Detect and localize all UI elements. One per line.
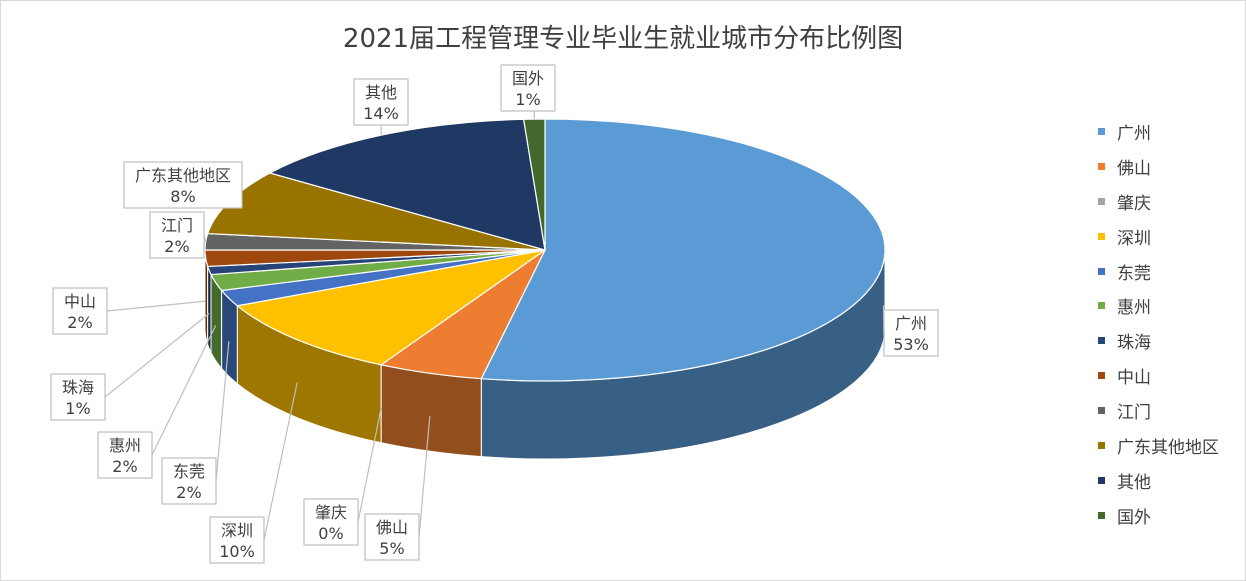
label-percent-江门: 2% xyxy=(164,237,189,256)
legend-swatch xyxy=(1098,127,1105,135)
legend-label: 其他 xyxy=(1117,472,1151,493)
pie-sides xyxy=(204,249,886,460)
slice-广州 xyxy=(480,118,886,382)
legend-label: 佛山 xyxy=(1117,158,1151,179)
legend-swatch xyxy=(1098,162,1105,170)
legend-swatch xyxy=(1098,232,1105,240)
legend-label: 肇庆 xyxy=(1117,193,1151,214)
label-category-深圳: 深圳 xyxy=(221,521,253,540)
label-category-广东其他地区: 广东其他地区 xyxy=(135,166,231,185)
label-category-肇庆: 肇庆 xyxy=(315,503,347,522)
label-percent-佛山: 5% xyxy=(379,539,404,558)
legend-item-深圳: 深圳 xyxy=(1098,219,1219,254)
label-percent-广东其他地区: 8% xyxy=(170,187,195,206)
label-leader-佛山 xyxy=(418,416,431,538)
label-percent-深圳: 10% xyxy=(219,542,255,561)
pie-slices xyxy=(204,118,886,382)
label-box-肇庆 xyxy=(303,498,359,546)
label-percent-东莞: 2% xyxy=(176,483,201,502)
label-category-江门: 江门 xyxy=(161,216,193,235)
label-box-珠海 xyxy=(50,373,106,421)
label-category-国外: 国外 xyxy=(512,69,544,88)
legend-item-广州: 广州 xyxy=(1098,114,1219,149)
slice-side-佛山 xyxy=(380,364,482,458)
label-percent-肇庆: 0% xyxy=(318,524,343,543)
legend-swatch xyxy=(1098,267,1105,275)
legend-swatch xyxy=(1098,372,1105,380)
legend-label: 广东其他地区 xyxy=(1117,437,1219,458)
legend-item-肇庆: 肇庆 xyxy=(1098,184,1219,219)
data-labels: 广州 53% 佛山 5% 肇庆 0% 深圳 10% 东莞 2% 惠州 2% 珠海 1% 中山 2% 江门 2% 广东… xyxy=(50,64,939,564)
label-box-东莞 xyxy=(161,457,217,505)
label-leader-珠海 xyxy=(104,312,210,398)
legend-label: 江门 xyxy=(1117,403,1151,424)
chart-title: 2021届工程管理专业毕业生就业城市分布比例图 xyxy=(342,24,904,54)
label-category-广州: 广州 xyxy=(895,314,927,333)
label-leader-肇庆 xyxy=(357,407,382,523)
label-box-惠州 xyxy=(97,431,153,479)
label-percent-中山: 2% xyxy=(67,313,92,332)
legend-item-东莞: 东莞 xyxy=(1098,254,1219,289)
label-percent-珠海: 1% xyxy=(65,399,90,418)
legend-swatch xyxy=(1098,476,1105,484)
label-category-佛山: 佛山 xyxy=(376,518,408,537)
legend-label: 珠海 xyxy=(1117,333,1151,354)
legend-label: 东莞 xyxy=(1117,263,1151,284)
legend-item-中山: 中山 xyxy=(1098,358,1219,393)
label-percent-国外: 1% xyxy=(515,90,540,109)
label-box-国外 xyxy=(500,64,556,112)
legend-swatch xyxy=(1098,407,1105,415)
legend-item-国外: 国外 xyxy=(1098,498,1219,533)
label-leader-东莞 xyxy=(215,341,230,482)
label-category-东莞: 东莞 xyxy=(173,462,205,481)
legend-item-江门: 江门 xyxy=(1098,393,1219,428)
legend-swatch xyxy=(1098,197,1105,205)
label-category-惠州: 惠州 xyxy=(109,436,141,455)
label-leader-深圳 xyxy=(263,382,298,541)
slice-深圳 xyxy=(235,249,546,366)
label-box-广东其他地区 xyxy=(123,161,243,209)
legend-item-广东其他地区: 广东其他地区 xyxy=(1098,428,1219,463)
legend-item-其他: 其他 xyxy=(1098,463,1219,498)
legend-item-珠海: 珠海 xyxy=(1098,323,1219,358)
label-leader-惠州 xyxy=(151,325,217,456)
legend-label: 广州 xyxy=(1117,123,1151,144)
label-percent-其他: 14% xyxy=(363,104,399,123)
label-category-珠海: 珠海 xyxy=(62,378,94,397)
label-percent-惠州: 2% xyxy=(112,457,137,476)
legend-swatch xyxy=(1098,302,1105,310)
legend-item-佛山: 佛山 xyxy=(1098,149,1219,184)
label-box-佛山 xyxy=(364,513,420,561)
legend-label: 惠州 xyxy=(1117,298,1151,319)
legend: 广州佛山肇庆深圳东莞惠州珠海中山江门广东其他地区 其他国外 xyxy=(1098,114,1219,533)
legend-label: 国外 xyxy=(1117,507,1151,528)
legend-label: 深圳 xyxy=(1117,228,1151,249)
label-box-深圳 xyxy=(209,516,265,564)
legend-swatch xyxy=(1098,511,1105,519)
label-category-中山: 中山 xyxy=(64,292,96,311)
label-percent-广州: 53% xyxy=(893,335,929,354)
legend-swatch xyxy=(1098,337,1105,345)
label-box-中山 xyxy=(52,287,108,335)
label-box-江门 xyxy=(149,211,205,259)
legend-label: 中山 xyxy=(1117,368,1151,389)
legend-item-惠州: 惠州 xyxy=(1098,288,1219,323)
label-leader-中山 xyxy=(106,300,206,312)
legend-swatch xyxy=(1098,441,1105,449)
label-box-广州 xyxy=(883,309,939,357)
label-box-其他 xyxy=(353,78,409,126)
label-category-其他: 其他 xyxy=(365,83,397,102)
